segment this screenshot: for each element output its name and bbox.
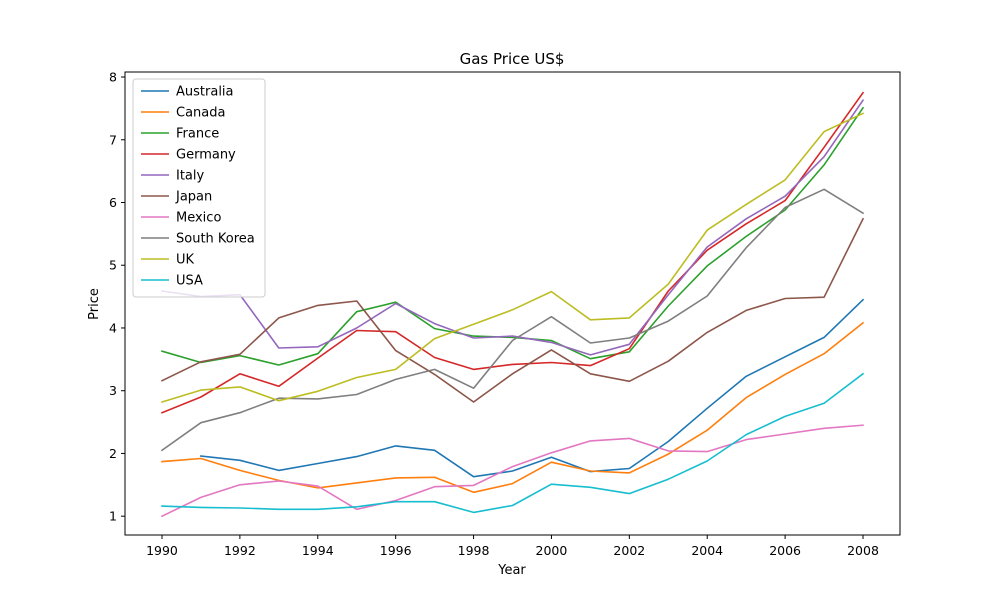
x-tick-label: 2002 [613,543,645,558]
y-tick-label: 4 [109,320,117,335]
x-tick-label: 2004 [691,543,723,558]
series-line-mexico [160,424,864,518]
legend-label: Canada [176,106,225,121]
y-tick-label: 6 [109,195,117,210]
legend-label: Japan [175,190,212,205]
series-line-usa [161,372,865,514]
legend-label: Italy [176,169,205,184]
series-line-france [161,106,865,366]
y-tick-label: 2 [109,446,117,461]
legend-label: UK [176,253,195,268]
x-tick-label: 1990 [146,543,178,558]
y-tick-label: 5 [109,258,117,273]
chart-title: Gas Price US$ [460,50,565,68]
legend-label: France [176,127,219,142]
series-line-germany [160,91,865,414]
legend-label: Mexico [176,211,221,226]
series-line-italy [161,99,865,356]
series-line-uk [161,112,865,403]
x-axis-label: Year [497,563,526,578]
y-tick-label: 8 [109,70,117,85]
plot-area [160,91,865,518]
legend-label: USA [176,274,203,289]
x-tick-label: 2000 [536,543,568,558]
x-tick-label: 2008 [847,543,879,558]
series-line-australia [200,298,865,478]
axis-ticks: 1990 1992 1994 1996 1998 2000 2002 2004 2006 2008… [109,70,879,558]
y-axis-label: Price [87,288,102,320]
legend-label: Australia [176,85,234,100]
series-line-south-korea [160,188,865,452]
x-tick-label: 1994 [302,543,334,558]
series-line-japan [160,217,865,403]
x-tick-label: 1992 [224,543,256,558]
x-tick-label: 1998 [458,543,490,558]
x-tick-label: 2006 [769,543,801,558]
legend: Australia Canada France Germany Italy Japan Me… [132,78,266,298]
y-tick-label: 7 [109,132,117,147]
legend-label: South Korea [176,232,255,247]
y-tick-label: 1 [109,509,117,524]
axes-frame [124,71,901,536]
legend-label: Germany [176,148,236,163]
x-tick-label: 1996 [380,543,412,558]
y-tick-label: 3 [109,383,117,398]
